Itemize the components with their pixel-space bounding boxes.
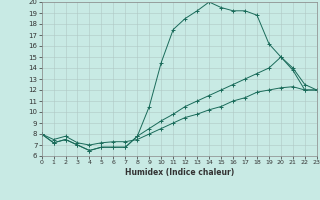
X-axis label: Humidex (Indice chaleur): Humidex (Indice chaleur): [124, 168, 234, 177]
